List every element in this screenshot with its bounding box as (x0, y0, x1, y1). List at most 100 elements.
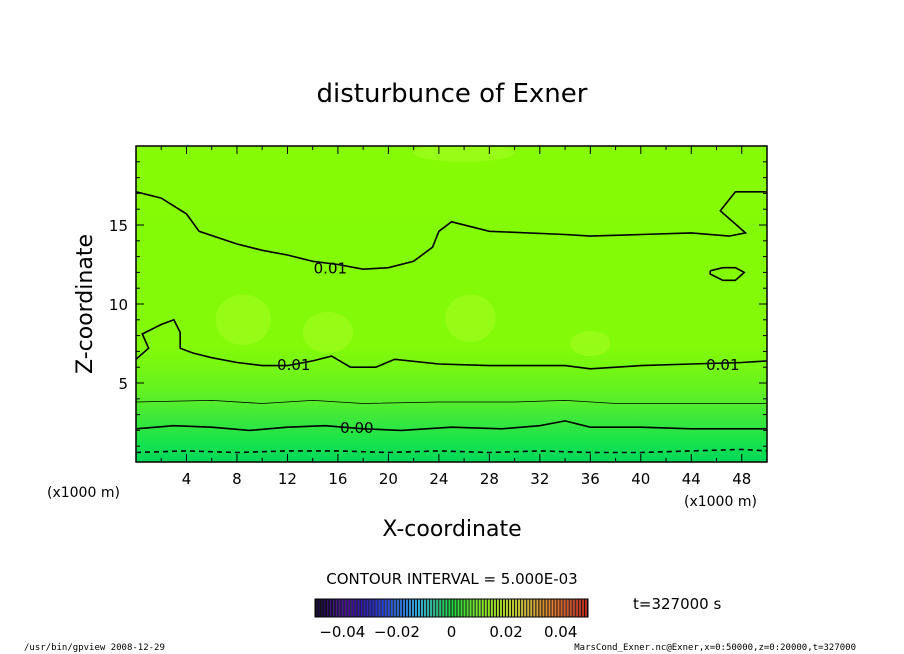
colorbar-stripe (566, 599, 569, 617)
colorbar-gap (322, 599, 325, 617)
colorbar-stripe (315, 599, 317, 617)
colorbar-gap (392, 599, 394, 617)
colorbar-stripe (487, 599, 490, 617)
colorbar-stripe (390, 599, 393, 617)
x-tick-label: 20 (379, 470, 398, 488)
colorbar-stripe (484, 599, 487, 617)
colorbar-gap (368, 599, 370, 617)
colorbar-stripe (457, 599, 460, 617)
colorbar-stripe (569, 599, 572, 617)
colorbar-stripe (512, 599, 515, 617)
colorbar-stripe (366, 599, 369, 617)
colorbar-gap (347, 599, 349, 617)
colorbar-stripe (563, 599, 566, 617)
colorbar-gap (565, 599, 567, 617)
colorbar-gap (547, 599, 549, 617)
colorbar-stripe (451, 599, 454, 617)
colorbar-stripe (536, 599, 539, 617)
contour-label: 0.01 (277, 356, 310, 374)
colorbar-gap (550, 599, 552, 617)
colorbar-gap (450, 599, 452, 617)
colorbar-gap (568, 599, 570, 617)
colorbar-gap (574, 599, 576, 617)
colorbar-stripe (554, 599, 557, 617)
colorbar-stripe (342, 599, 345, 617)
colorbar-stripe (433, 599, 436, 617)
colorbar-gap (474, 599, 476, 617)
colorbar-stripe (521, 599, 524, 617)
colorbar-gap (489, 599, 491, 617)
colorbar-stripe (548, 599, 551, 617)
y-tick-label: 10 (109, 296, 128, 314)
colorbar-stripe (378, 599, 381, 617)
colorbar-stripe (402, 599, 405, 617)
colorbar-gap (477, 599, 479, 617)
colorbar-stripe (445, 599, 448, 617)
contour-line-4 (136, 448, 767, 454)
colorbar-gap (583, 599, 585, 617)
colorbar-stripe (518, 599, 521, 617)
colorbar-stripe (348, 599, 351, 617)
x-tick-label: 28 (480, 470, 499, 488)
colorbar-stripe (396, 599, 399, 617)
colorbar-gap (407, 599, 410, 617)
colorbar-gap (359, 599, 361, 617)
colorbar-stripe (533, 599, 536, 617)
colorbar-gap (462, 599, 464, 617)
colorbar-stripe (542, 599, 545, 617)
colorbar-stripe (530, 599, 533, 617)
colorbar-stripe (539, 599, 542, 617)
colorbar-stripe (415, 599, 417, 617)
colorbar-gap (429, 599, 431, 617)
colorbar-stripe (381, 599, 384, 617)
colorbar-gap (507, 599, 510, 617)
x-tick-label: 12 (278, 470, 297, 488)
colorbar-gap (401, 599, 403, 617)
colorbar-stripe (324, 599, 326, 617)
colorbar-stripe (336, 599, 339, 617)
colorbar-stripe (469, 599, 472, 617)
colorbar-stripe (481, 599, 484, 617)
colorbar-gap (319, 599, 322, 617)
colorbar-stripe (354, 599, 357, 617)
colorbar-stripe (424, 599, 427, 617)
colorbar-gap (520, 599, 522, 617)
time-label: t=327000 s (633, 595, 721, 613)
contour-labels: 0.01 0.01 0.01 0.00 (277, 260, 739, 438)
colorbar-stripe (575, 599, 578, 617)
colorbar-frame (314, 598, 589, 618)
colorbar-gap (413, 599, 416, 617)
x-tick-label: 32 (530, 470, 549, 488)
colorbar-stripe (515, 599, 518, 617)
colorbar-gap (465, 599, 467, 617)
colorbar-tick-label: −0.02 (374, 623, 420, 641)
colorbar-gap (432, 599, 434, 617)
colorbar-gap (523, 599, 525, 617)
colorbar-gap (562, 599, 564, 617)
field-highlight-0 (215, 294, 272, 346)
colorbar-stripe (581, 599, 584, 617)
colorbar-stripe (460, 599, 463, 617)
colorbar-gap (480, 599, 482, 617)
x-tick-label: 16 (328, 470, 347, 488)
colorbar-gap (325, 599, 328, 617)
colorbar-stripe (384, 599, 387, 617)
colorbar-gap (416, 599, 419, 617)
colorbar-tick-label: 0.02 (489, 623, 522, 641)
colorbar-gap (395, 599, 397, 617)
y-axis-label: Z-coordinate (73, 234, 98, 374)
colorbar-gap (483, 599, 485, 617)
colorbar-gap (344, 599, 346, 617)
colorbar-stripe (357, 599, 360, 617)
colorbar-gap (504, 599, 507, 617)
colorbar-stripe (351, 599, 354, 617)
colorbar-gap (383, 599, 385, 617)
field-highlight-1 (302, 311, 354, 353)
colorbar-gap (498, 599, 501, 617)
colorbar-gap (410, 599, 413, 617)
colorbar-gap (374, 599, 376, 617)
x-tick-label: 44 (682, 470, 701, 488)
colorbar-stripe (509, 599, 512, 617)
colorbar-stripe (406, 599, 408, 617)
contour-label: 0.01 (706, 356, 739, 374)
